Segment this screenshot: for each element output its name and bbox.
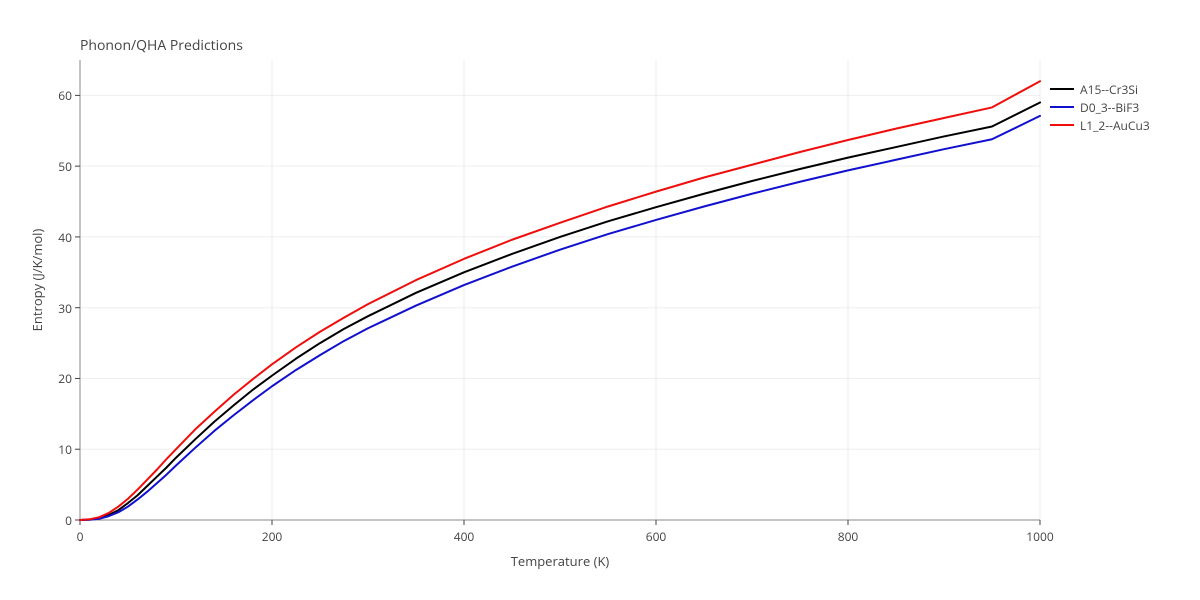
x-tick-label: 400 <box>444 528 484 545</box>
chart-container: Phonon/QHA Predictions Temperature (K) E… <box>0 0 1200 600</box>
chart-svg <box>0 0 1200 600</box>
x-tick-label: 800 <box>828 528 868 545</box>
x-axis-label: Temperature (K) <box>80 552 1040 570</box>
legend-swatch <box>1050 88 1074 90</box>
legend-swatch <box>1050 106 1074 108</box>
legend-item[interactable]: L1_2--AuCu3 <box>1050 116 1150 134</box>
y-tick-label: 60 <box>40 87 72 104</box>
y-tick-label: 30 <box>40 300 72 317</box>
legend-item[interactable]: D0_3--BiF3 <box>1050 98 1150 116</box>
y-tick-label: 50 <box>40 158 72 175</box>
legend-item[interactable]: A15--Cr3Si <box>1050 80 1150 98</box>
legend-label: D0_3--BiF3 <box>1080 99 1139 116</box>
legend-label: A15--Cr3Si <box>1080 81 1138 98</box>
legend: A15--Cr3SiD0_3--BiF3L1_2--AuCu3 <box>1050 80 1150 134</box>
x-tick-label: 0 <box>60 528 100 545</box>
y-tick-label: 10 <box>40 441 72 458</box>
y-tick-label: 20 <box>40 370 72 387</box>
y-tick-label: 0 <box>40 512 72 529</box>
y-tick-label: 40 <box>40 229 72 246</box>
legend-label: L1_2--AuCu3 <box>1080 117 1150 134</box>
x-tick-label: 600 <box>636 528 676 545</box>
legend-swatch <box>1050 124 1074 126</box>
x-tick-label: 200 <box>252 528 292 545</box>
x-tick-label: 1000 <box>1020 528 1060 545</box>
